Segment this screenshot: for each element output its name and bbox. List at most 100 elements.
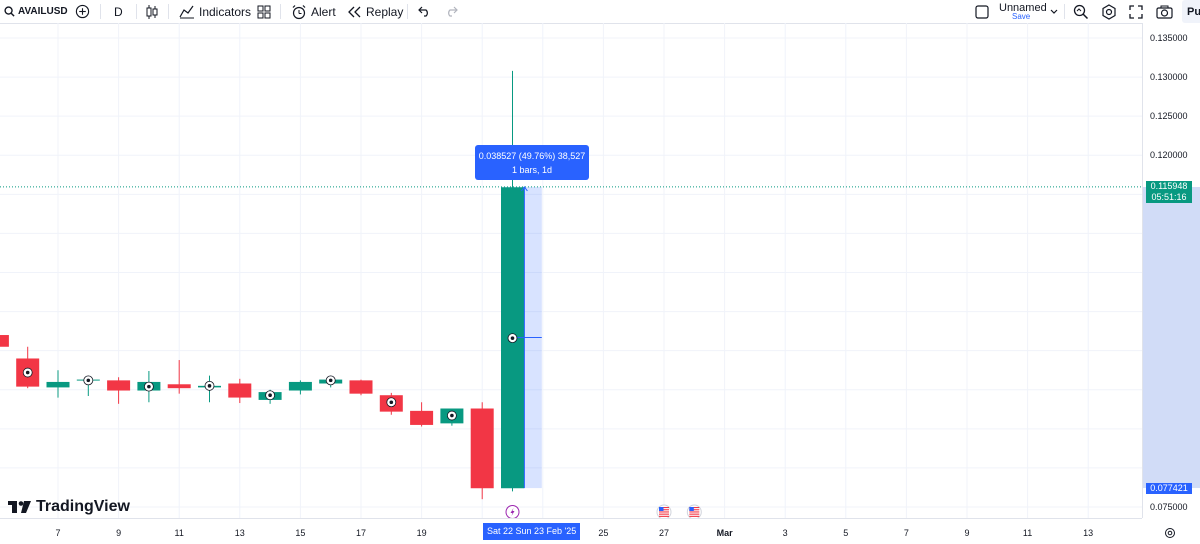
replay-label: Replay (366, 4, 404, 19)
separator (1064, 4, 1065, 19)
flag-stripe (659, 513, 669, 515)
interval-button[interactable]: D (114, 0, 123, 23)
undo-icon (418, 6, 428, 17)
time-tick-label: 11 (1022, 528, 1033, 538)
price-tick-label: 0.120000 (1150, 150, 1188, 161)
compare-button[interactable] (75, 0, 90, 23)
selected-date-range-label: Sat 22 Sun 23 Feb '25 (483, 523, 581, 540)
measure-arrows (512, 186, 542, 489)
interval-label: D (114, 4, 123, 19)
grid-lines (0, 23, 1142, 518)
flag-stripe (689, 511, 700, 513)
flag-canton (659, 507, 664, 511)
alarm-clock-icon (292, 4, 306, 19)
marker-dot (510, 336, 515, 340)
redo-icon (448, 6, 458, 17)
indicators-button[interactable]: Indicators (179, 0, 251, 23)
us-flag-event-icon (656, 504, 672, 518)
measure-tooltip: 0.038527 (49.76%) 38,527 1 bars, 1d (475, 145, 589, 180)
layouts-button[interactable] (257, 0, 271, 23)
fullscreen-button[interactable] (1129, 0, 1143, 23)
indicators-label: Indicators (199, 4, 252, 19)
replay-button[interactable]: Replay (348, 0, 403, 23)
chart-type-button[interactable] (145, 0, 159, 23)
symbol-label: AVAILUSD (18, 6, 68, 17)
redo-button[interactable] (445, 0, 458, 23)
undo-button[interactable] (418, 0, 431, 23)
candle (470, 402, 494, 500)
separator (168, 4, 169, 19)
flag-stripe (659, 507, 669, 509)
dividend-marker-icon (446, 410, 457, 421)
marker-dot (25, 370, 30, 375)
flag-stripe (689, 507, 700, 509)
fullscreen-icon (1129, 4, 1143, 19)
dividend-marker-icon (386, 397, 397, 408)
time-axis[interactable] (0, 518, 1142, 542)
marker-dot (389, 400, 394, 405)
rewind-icon (348, 6, 361, 17)
time-tick-label: 15 (295, 528, 306, 538)
separator (407, 4, 408, 19)
marker-dot (450, 413, 454, 418)
alert-label: Alert (311, 4, 336, 19)
marker-dot (147, 384, 151, 389)
flag-canton (689, 507, 694, 511)
candle (0, 335, 9, 347)
candle (16, 346, 40, 389)
time-tick-label: 17 (355, 528, 367, 538)
time-tick-label: 7 (903, 528, 909, 538)
dividend-marker-icon (265, 390, 276, 401)
chevron-down-icon (1050, 9, 1058, 14)
grid-icon (257, 5, 271, 18)
symbol-search[interactable]: AVAILUSD (4, 0, 68, 23)
price-axis-range-highlight (1143, 186, 1200, 489)
price-tick-label: 0.135000 (1150, 33, 1188, 43)
candle-body (470, 408, 494, 489)
time-tick-label: 5 (843, 528, 849, 538)
layout-name[interactable]: Unnamed (999, 1, 1047, 14)
quick-search-button[interactable] (1073, 0, 1089, 23)
layout-checkbox[interactable] (975, 0, 989, 23)
dividend-marker-icon (22, 367, 33, 378)
time-tick-label: 25 (598, 528, 609, 538)
candle (228, 378, 252, 404)
lightning-event-icon (505, 505, 520, 518)
dividend-marker-icon (83, 375, 94, 386)
current-price-value: 0.115948 (1150, 180, 1188, 191)
candle (46, 370, 70, 398)
candle (107, 377, 131, 404)
time-tick-label: 19 (416, 528, 427, 538)
save-label[interactable]: Save (1012, 12, 1031, 21)
brand-name: TradingView (36, 498, 130, 515)
candle-body (0, 335, 9, 347)
chart-pane[interactable] (0, 23, 1142, 518)
separator (100, 4, 101, 19)
flag-stripe (689, 513, 700, 515)
time-tick-label: 13 (234, 528, 245, 538)
gear-icon (1102, 3, 1116, 20)
indicators-icon (179, 5, 194, 19)
square-icon (975, 4, 989, 19)
layout-menu-button[interactable] (1050, 0, 1058, 23)
snapshot-button[interactable] (1156, 0, 1173, 23)
settings-button[interactable] (1101, 0, 1117, 23)
price-tick-label: 0.075000 (1150, 502, 1188, 512)
us-flag-event-icon (686, 504, 702, 518)
lightning-bolt (510, 508, 515, 516)
time-tick-label: 27 (658, 528, 670, 538)
candle (410, 402, 434, 427)
publish-button[interactable]: Pu (1182, 0, 1200, 23)
range-low-price-label: 0.077421 (1146, 483, 1192, 495)
dividend-marker-icon (204, 380, 215, 391)
time-axis-settings-button[interactable] (1164, 526, 1176, 544)
alert-button[interactable]: Alert (291, 0, 336, 23)
tradingview-logo[interactable]: TradingView (8, 498, 130, 516)
marker-dot (207, 384, 212, 388)
time-tick-label: 11 (174, 528, 184, 538)
time-tick-label: 7 (55, 528, 61, 538)
flag-stripe (659, 511, 669, 513)
measure-arrow-head (521, 186, 528, 192)
candle (501, 70, 524, 492)
bar-countdown: 05:51:16 (1151, 191, 1187, 202)
